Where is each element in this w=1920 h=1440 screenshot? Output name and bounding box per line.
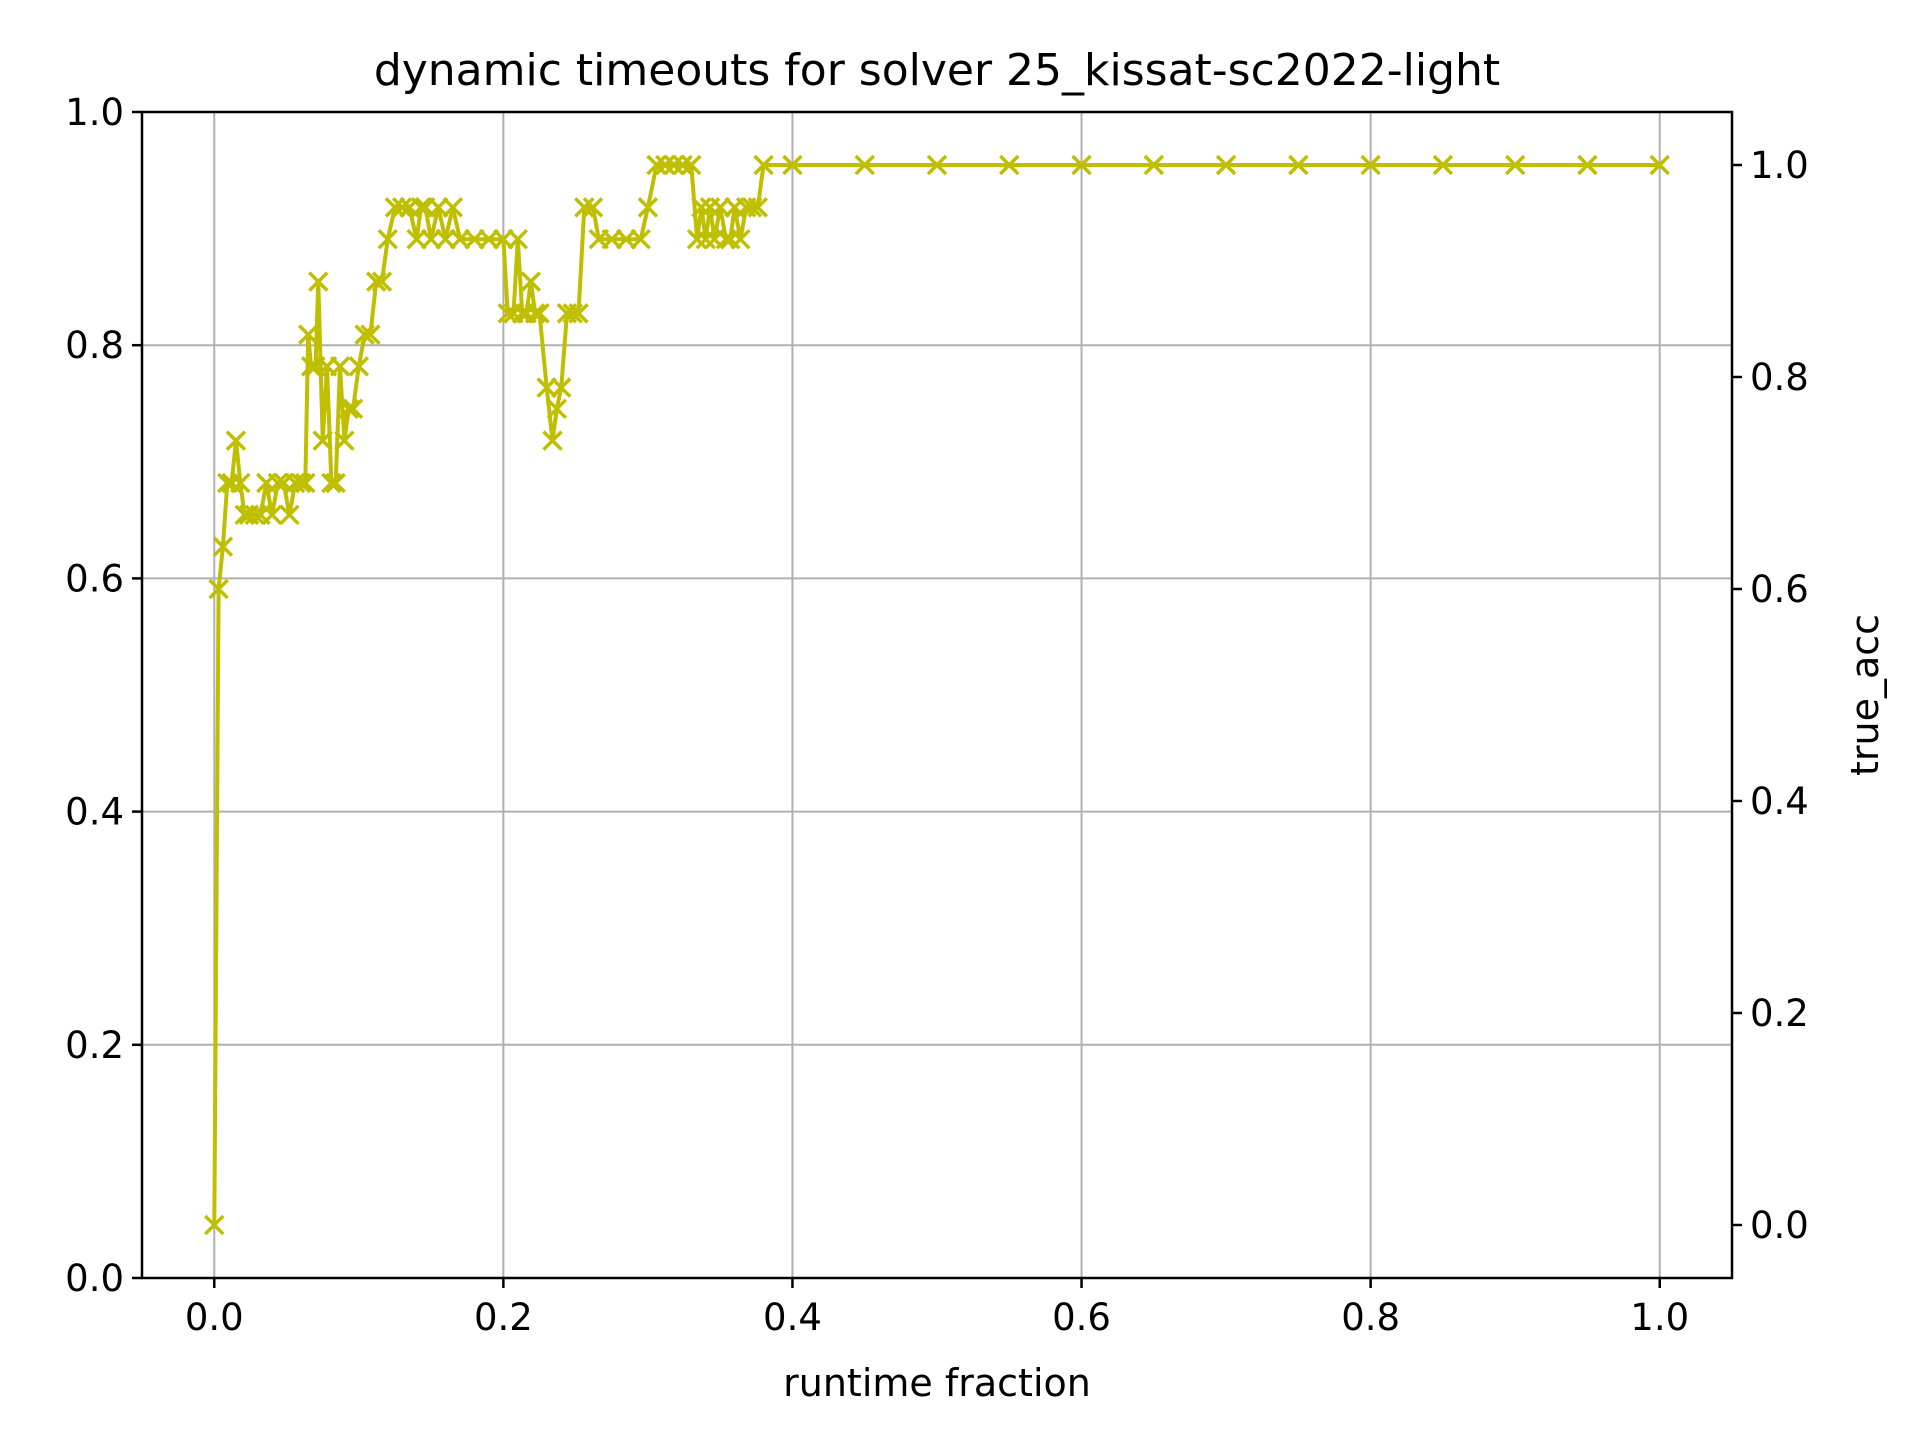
- data-point-marker: [204, 1214, 225, 1236]
- data-point-marker: [730, 228, 751, 250]
- data-point-marker: [1288, 154, 1309, 176]
- data-point-marker: [1577, 154, 1598, 176]
- data-point-marker: [377, 228, 398, 250]
- data-point-marker: [290, 472, 312, 494]
- data-point-marker: [542, 430, 563, 451]
- x-axis-label: runtime fraction: [783, 1361, 1091, 1405]
- data-point-marker: [655, 154, 676, 176]
- series-layer: [204, 154, 1670, 1236]
- data-point-marker: [637, 197, 659, 218]
- data-point-marker: [507, 228, 529, 250]
- data-point-marker: [360, 324, 381, 345]
- data-point-marker: [1071, 154, 1092, 176]
- x-tick-label: 0.0: [185, 1296, 244, 1339]
- data-point-marker: [520, 271, 542, 292]
- data-point-marker: [574, 197, 595, 218]
- x-tick-label: 0.6: [1052, 1296, 1111, 1339]
- data-point-marker: [550, 377, 572, 398]
- data-point-marker: [691, 197, 712, 218]
- data-point-marker: [524, 303, 546, 324]
- data-point-marker: [391, 197, 413, 218]
- data-point-marker: [546, 398, 568, 420]
- data-point-marker: [261, 504, 283, 526]
- data-point-marker: [695, 228, 716, 250]
- data-point-marker: [753, 154, 774, 176]
- data-point-marker: [308, 271, 329, 292]
- y2-tick-label: 0.4: [1750, 780, 1809, 823]
- data-point-marker: [568, 303, 589, 324]
- y2-axis-label: true_acc: [1843, 614, 1887, 776]
- data-point-marker: [686, 228, 708, 250]
- data-point-marker: [562, 303, 583, 324]
- data-point-marker: [221, 472, 242, 494]
- chart-title: dynamic timeouts for solver 25_kissat-sc…: [374, 45, 1500, 96]
- data-point-marker: [312, 430, 333, 451]
- data-point-marker: [300, 356, 322, 377]
- data-point-marker: [926, 154, 948, 176]
- data-point-marker: [782, 154, 803, 176]
- y-tick-label: 0.0: [65, 1257, 124, 1300]
- x-tick-label: 0.8: [1341, 1296, 1400, 1339]
- y2-tick-label: 0.2: [1750, 992, 1809, 1035]
- data-point-marker: [854, 154, 875, 176]
- data-point-marker: [212, 536, 234, 557]
- y-tick-label: 0.2: [65, 1024, 124, 1067]
- data-point-marker: [371, 271, 393, 292]
- data-point-marker: [325, 472, 346, 494]
- data-point-marker: [442, 197, 464, 218]
- data-point-marker: [646, 154, 667, 176]
- data-point-marker: [321, 472, 342, 494]
- data-point-marker: [334, 430, 355, 451]
- y-tick-label: 0.4: [65, 791, 124, 834]
- data-point-marker: [999, 154, 1020, 176]
- plot-frame: [140, 110, 1734, 1280]
- data-point-marker: [1215, 154, 1237, 176]
- data-point-marker: [338, 398, 359, 420]
- data-point-marker: [672, 154, 693, 176]
- x-tick-label: 0.4: [763, 1296, 822, 1339]
- data-point-marker: [279, 504, 300, 526]
- data-point-marker: [244, 504, 265, 526]
- data-point-marker: [1360, 154, 1381, 176]
- data-point-marker: [225, 430, 247, 451]
- y-tick-label: 0.8: [65, 324, 124, 367]
- data-point-marker: [329, 356, 351, 377]
- y2-tick-label: 0.6: [1750, 568, 1809, 611]
- data-point-marker: [354, 324, 375, 345]
- data-point-marker: [582, 197, 604, 218]
- y2-tick-label: 1.0: [1750, 144, 1809, 187]
- data-point-marker: [1432, 154, 1454, 176]
- data-point-marker: [295, 472, 316, 494]
- y-tick-label: 0.6: [65, 557, 124, 600]
- data-point-marker: [747, 197, 769, 218]
- y2-tick-label: 0.0: [1750, 1204, 1809, 1247]
- data-point-marker: [741, 197, 763, 218]
- data-point-marker: [529, 303, 550, 324]
- data-point-marker: [267, 472, 289, 494]
- x-tick-label: 1.0: [1630, 1296, 1689, 1339]
- data-point-marker: [410, 197, 432, 218]
- data-point-marker: [208, 578, 229, 600]
- tick-layer: 0.0 0.2 0.4 0.6 0.8 1.0 0.0 0.2 0.4 0.6 0.8 1.0 0.0 0…: [65, 91, 1809, 1339]
- data-point-marker: [1504, 154, 1526, 176]
- data-point-marker: [342, 398, 364, 420]
- data-point-marker: [663, 154, 685, 176]
- data-point-marker: [1649, 154, 1670, 176]
- y-tick-label: 1.0: [65, 91, 124, 134]
- data-point-marker: [365, 271, 387, 292]
- data-point-marker: [297, 324, 319, 345]
- y2-tick-label: 0.8: [1750, 356, 1809, 399]
- data-point-marker: [681, 154, 702, 176]
- data-point-marker: [1143, 154, 1165, 176]
- data-point-marker: [348, 356, 370, 377]
- x-tick-label: 0.2: [474, 1296, 533, 1339]
- data-point-marker: [230, 472, 251, 494]
- data-point-marker: [630, 228, 651, 250]
